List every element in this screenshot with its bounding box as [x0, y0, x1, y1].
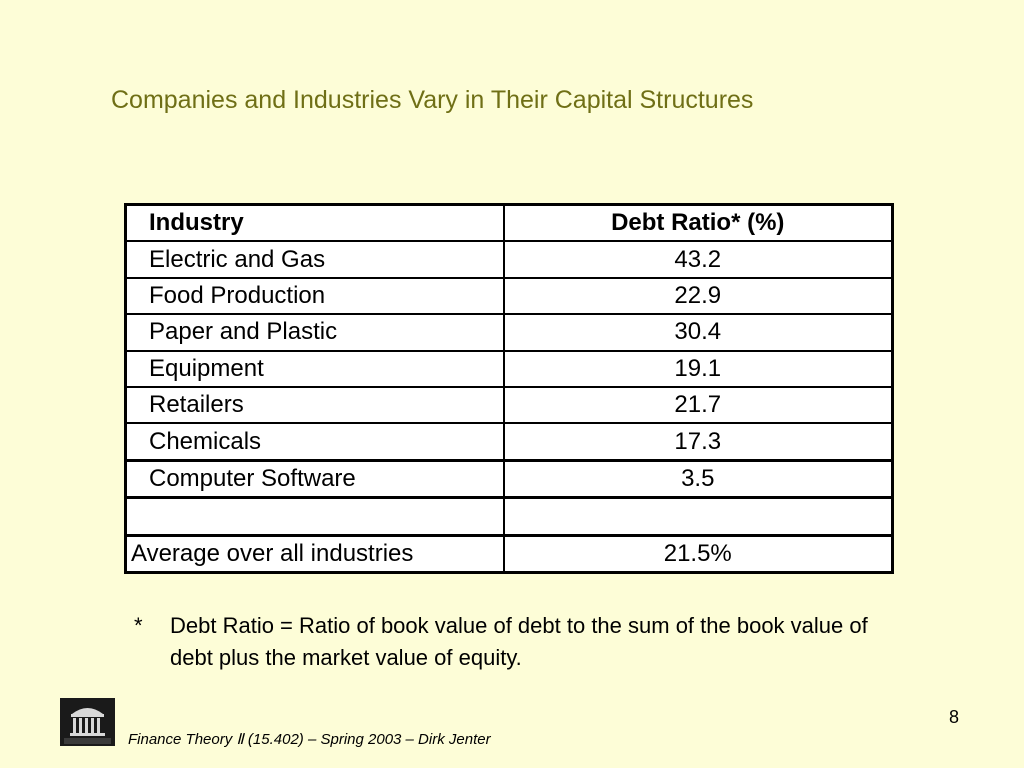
page-number: 8: [949, 707, 960, 727]
debt-ratio-table: Industry Debt Ratio* (%) Electric and Ga…: [124, 203, 894, 574]
industry-cell: Electric and Gas: [124, 240, 505, 279]
table-row: Computer Software 3.5: [124, 458, 894, 499]
footnote-marker: *: [134, 613, 143, 638]
slide-title: Companies and Industries Vary in Their C…: [111, 86, 754, 114]
header-industry: Industry: [124, 203, 505, 243]
ratio-cell: 3.5: [502, 458, 894, 499]
table-row: Paper and Plastic 30.4: [124, 313, 894, 352]
table-row: Electric and Gas 43.2: [124, 240, 894, 279]
industry-cell: [124, 496, 505, 537]
industry-cell: Equipment: [124, 349, 505, 388]
industry-cell: Retailers: [124, 385, 505, 425]
ratio-cell: 19.1: [502, 349, 894, 388]
industry-cell: Chemicals: [124, 422, 505, 462]
mit-sloan-logo-icon: [60, 698, 115, 746]
ratio-cell: [502, 496, 894, 537]
footnote-text: Debt Ratio = Ratio of book value of debt…: [170, 613, 868, 670]
table-row: Retailers 21.7: [124, 385, 894, 425]
footer-course-info: Finance Theory Ⅱ (15.402) – Spring 2003 …: [128, 731, 491, 748]
industry-cell: Food Production: [124, 276, 505, 316]
footnote: * Debt Ratio = Ratio of book value of de…: [134, 610, 914, 674]
table-row: Food Production 22.9: [124, 276, 894, 316]
table-row: Equipment 19.1: [124, 349, 894, 388]
average-label: Average over all industries: [124, 533, 505, 574]
average-value: 21.5%: [502, 533, 894, 574]
industry-cell: Computer Software: [124, 458, 505, 499]
ratio-cell: 43.2: [502, 240, 894, 279]
table-header-row: Industry Debt Ratio* (%): [124, 203, 894, 243]
empty-row: [124, 496, 894, 537]
average-row: Average over all industries 21.5%: [124, 533, 894, 574]
ratio-cell: 17.3: [502, 422, 894, 462]
ratio-cell: 30.4: [502, 313, 894, 352]
ratio-cell: 22.9: [502, 276, 894, 316]
industry-cell: Paper and Plastic: [124, 313, 505, 352]
header-debt-ratio: Debt Ratio* (%): [502, 203, 894, 243]
ratio-cell: 21.7: [502, 385, 894, 425]
table-row: Chemicals 17.3: [124, 422, 894, 462]
